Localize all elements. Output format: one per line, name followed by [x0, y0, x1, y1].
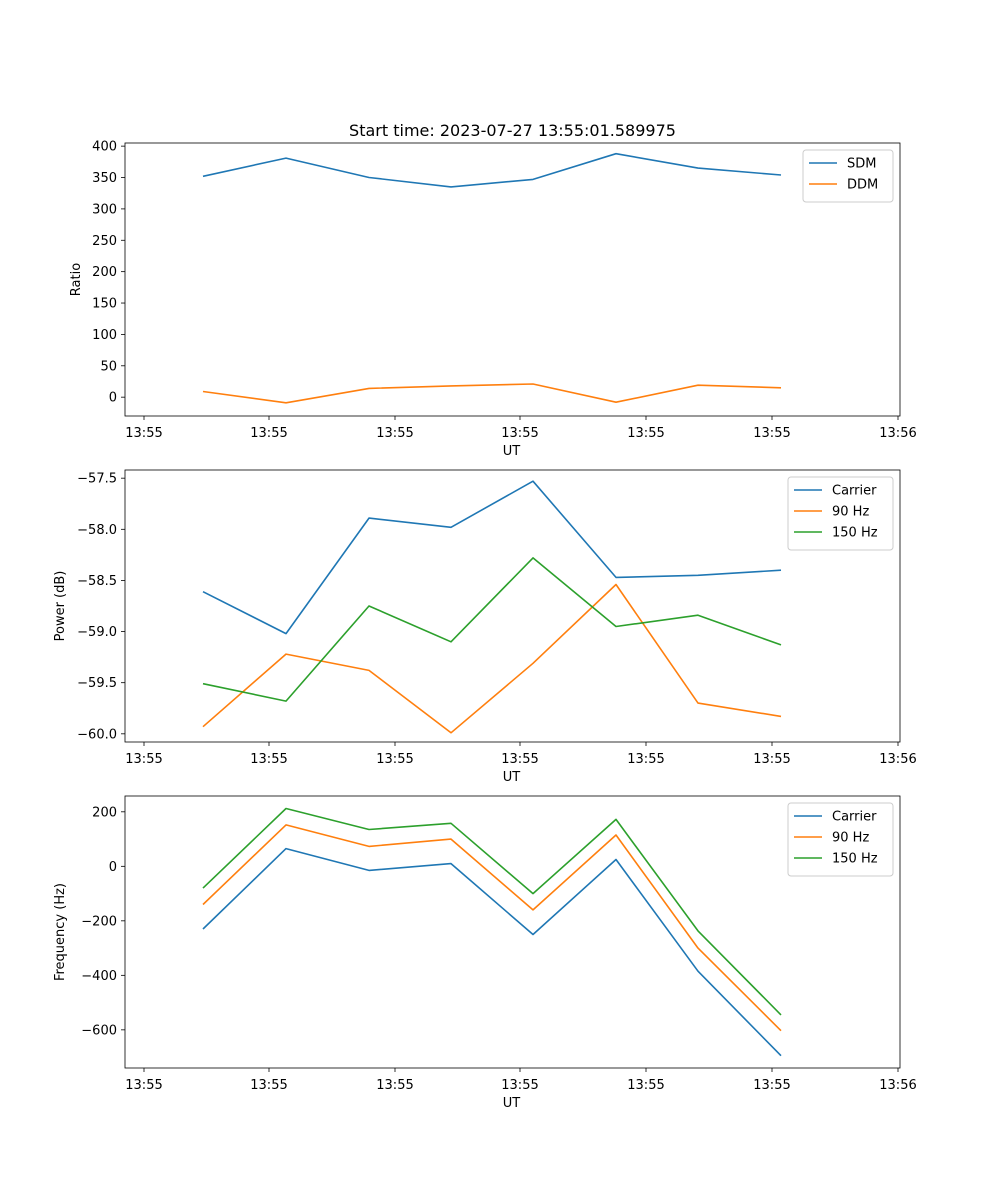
panel-2: 13:55 13:55 13:55 13:55 13:55 13:55 13:56 −60.0… — [53, 469, 917, 785]
y-tick-label: 250 — [92, 234, 117, 249]
series-line-ddm — [202, 383, 782, 404]
x-tick-label: 13:55 — [753, 426, 790, 441]
series-line-90-hz — [202, 824, 782, 1032]
x-tick-label: 13:55 — [250, 1078, 287, 1093]
x-tick-label: 13:55 — [376, 1078, 413, 1093]
x-axis-label: UT — [503, 770, 521, 785]
x-tick-label: 13:56 — [879, 752, 916, 767]
y-tick-label: 0 — [109, 391, 117, 406]
chart-title: Start time: 2023-07-27 13:55:01.589975 — [349, 121, 676, 140]
x-tick-label: 13:55 — [125, 752, 162, 767]
y-tick-label: −58.5 — [77, 574, 117, 589]
y-tick-label: 150 — [92, 297, 117, 312]
legend-entry: SDM — [847, 157, 876, 172]
x-tick-label: 13:55 — [250, 752, 287, 767]
x-tick-label: 13:55 — [627, 1078, 664, 1093]
legend-entry: 150 Hz — [832, 526, 878, 541]
x-axis-label: UT — [503, 1096, 521, 1111]
y-tick-label: 200 — [92, 265, 117, 280]
axes-frame — [124, 795, 901, 1069]
series-line-150-hz — [202, 807, 782, 1016]
x-axis-label: UT — [503, 444, 521, 459]
x-tick-label: 13:55 — [125, 426, 162, 441]
legend: Carrier 90 Hz 150 Hz — [787, 802, 894, 877]
series-line-sdm — [202, 152, 782, 188]
y-tick-label: 100 — [92, 328, 117, 343]
y-tick-label: −60.0 — [77, 727, 117, 742]
panel-3: 13:55 13:55 13:55 13:55 13:55 13:55 13:56 −600 −… — [53, 795, 917, 1111]
x-tick-label: 13:56 — [879, 1078, 916, 1093]
y-tick-label: 200 — [92, 805, 117, 820]
y-tick-label: −58.0 — [77, 523, 117, 538]
legend-entry: Carrier — [832, 484, 877, 499]
legend-entry: 150 Hz — [832, 852, 878, 867]
x-tick-label: 13:55 — [627, 426, 664, 441]
y-tick-label: 400 — [92, 140, 117, 155]
legend: SDM DDM — [802, 149, 894, 203]
y-tick-label: 50 — [100, 359, 117, 374]
series-line-150-hz — [202, 557, 782, 702]
y-axis-label: Ratio — [69, 263, 84, 296]
x-tick-label: 13:55 — [501, 752, 538, 767]
x-tick-label: 13:55 — [376, 426, 413, 441]
x-tick-label: 13:55 — [125, 1078, 162, 1093]
x-tick-label: 13:56 — [879, 426, 916, 441]
x-tick-label: 13:55 — [501, 1078, 538, 1093]
legend-entry: Carrier — [832, 810, 877, 825]
y-tick-label: −400 — [81, 969, 117, 984]
legend-entry: DDM — [847, 178, 878, 193]
axes-frame — [124, 469, 901, 743]
legend: Carrier 90 Hz 150 Hz — [787, 476, 894, 551]
panel-1: Start time: 2023-07-27 13:55:01.589975 13… — [69, 121, 917, 459]
legend-entry: 90 Hz — [832, 831, 869, 846]
series-line-90-hz — [202, 583, 782, 734]
y-tick-label: −200 — [81, 914, 117, 929]
y-tick-label: −57.5 — [77, 472, 117, 487]
series-line-carrier — [202, 480, 782, 635]
y-tick-label: −59.5 — [77, 676, 117, 691]
x-tick-label: 13:55 — [250, 426, 287, 441]
x-tick-label: 13:55 — [753, 752, 790, 767]
x-tick-label: 13:55 — [501, 426, 538, 441]
y-tick-label: 350 — [92, 171, 117, 186]
x-tick-label: 13:55 — [376, 752, 413, 767]
x-tick-label: 13:55 — [627, 752, 664, 767]
x-tick-label: 13:55 — [753, 1078, 790, 1093]
y-tick-label: −59.0 — [77, 625, 117, 640]
y-tick-label: 300 — [92, 202, 117, 217]
series-line-carrier — [202, 847, 782, 1057]
y-axis-label: Frequency (Hz) — [53, 883, 68, 981]
y-tick-label: −600 — [81, 1023, 117, 1038]
legend-entry: 90 Hz — [832, 505, 869, 520]
y-tick-label: 0 — [109, 860, 117, 875]
axes-frame — [124, 142, 901, 417]
y-axis-label: Power (dB) — [53, 571, 68, 642]
